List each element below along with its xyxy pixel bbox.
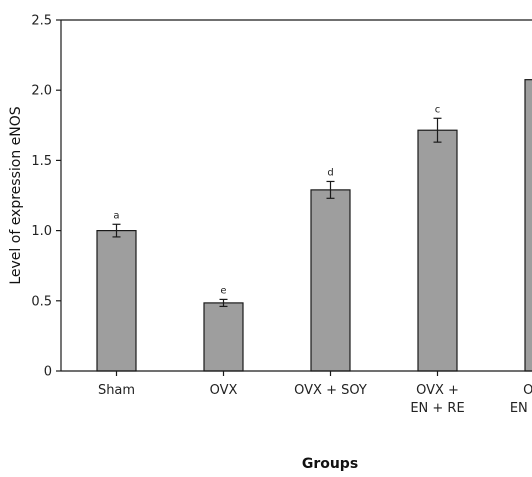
x-category-label: OVX +: [416, 383, 459, 398]
significance-label: d: [327, 167, 333, 178]
y-tick-label: 0.5: [31, 294, 52, 309]
bar: [310, 189, 351, 372]
error-bar: [433, 117, 442, 143]
x-category-label: EN + RE: [410, 401, 464, 416]
error-bar: [326, 180, 335, 199]
x-category-label: OVX: [210, 383, 238, 398]
significance-label: c: [435, 104, 441, 115]
x-category-label: EN + RE +: [510, 401, 532, 416]
significance-labels-layer: aedcb: [113, 104, 441, 296]
y-tick-label: 0: [44, 365, 52, 380]
y-tick-label: 1.5: [31, 154, 52, 169]
bar: [417, 129, 458, 372]
error-bar: [112, 223, 121, 238]
bar: [203, 302, 244, 372]
y-tick-label: 1.0: [31, 224, 52, 239]
error-bars-layer: [112, 117, 442, 308]
axes-layer: [60, 19, 532, 372]
y-axis-title: Level of expression eNOS: [8, 106, 24, 284]
bars-layer: [96, 79, 532, 372]
x-category-label: Sham: [98, 383, 135, 398]
x-axis-title: Groups: [302, 456, 358, 472]
x-category-label: OVX + SOY: [294, 383, 367, 398]
bar: [96, 230, 137, 372]
significance-label: e: [220, 285, 226, 296]
x-category-label: OVX +: [523, 383, 532, 398]
y-tick-label: 2.5: [31, 14, 52, 29]
bar: [524, 79, 532, 372]
y-ticks-layer: 0 0.5 1.0 1.5 2.0 2.5: [31, 14, 61, 380]
significance-label: a: [113, 210, 119, 221]
error-bar: [219, 298, 228, 308]
y-tick-label: 2.0: [31, 84, 52, 99]
x-category-labels-layer: Sham OVX OVX + SOY OVX + EN + RE OVX + EN + RE…: [98, 371, 532, 434]
